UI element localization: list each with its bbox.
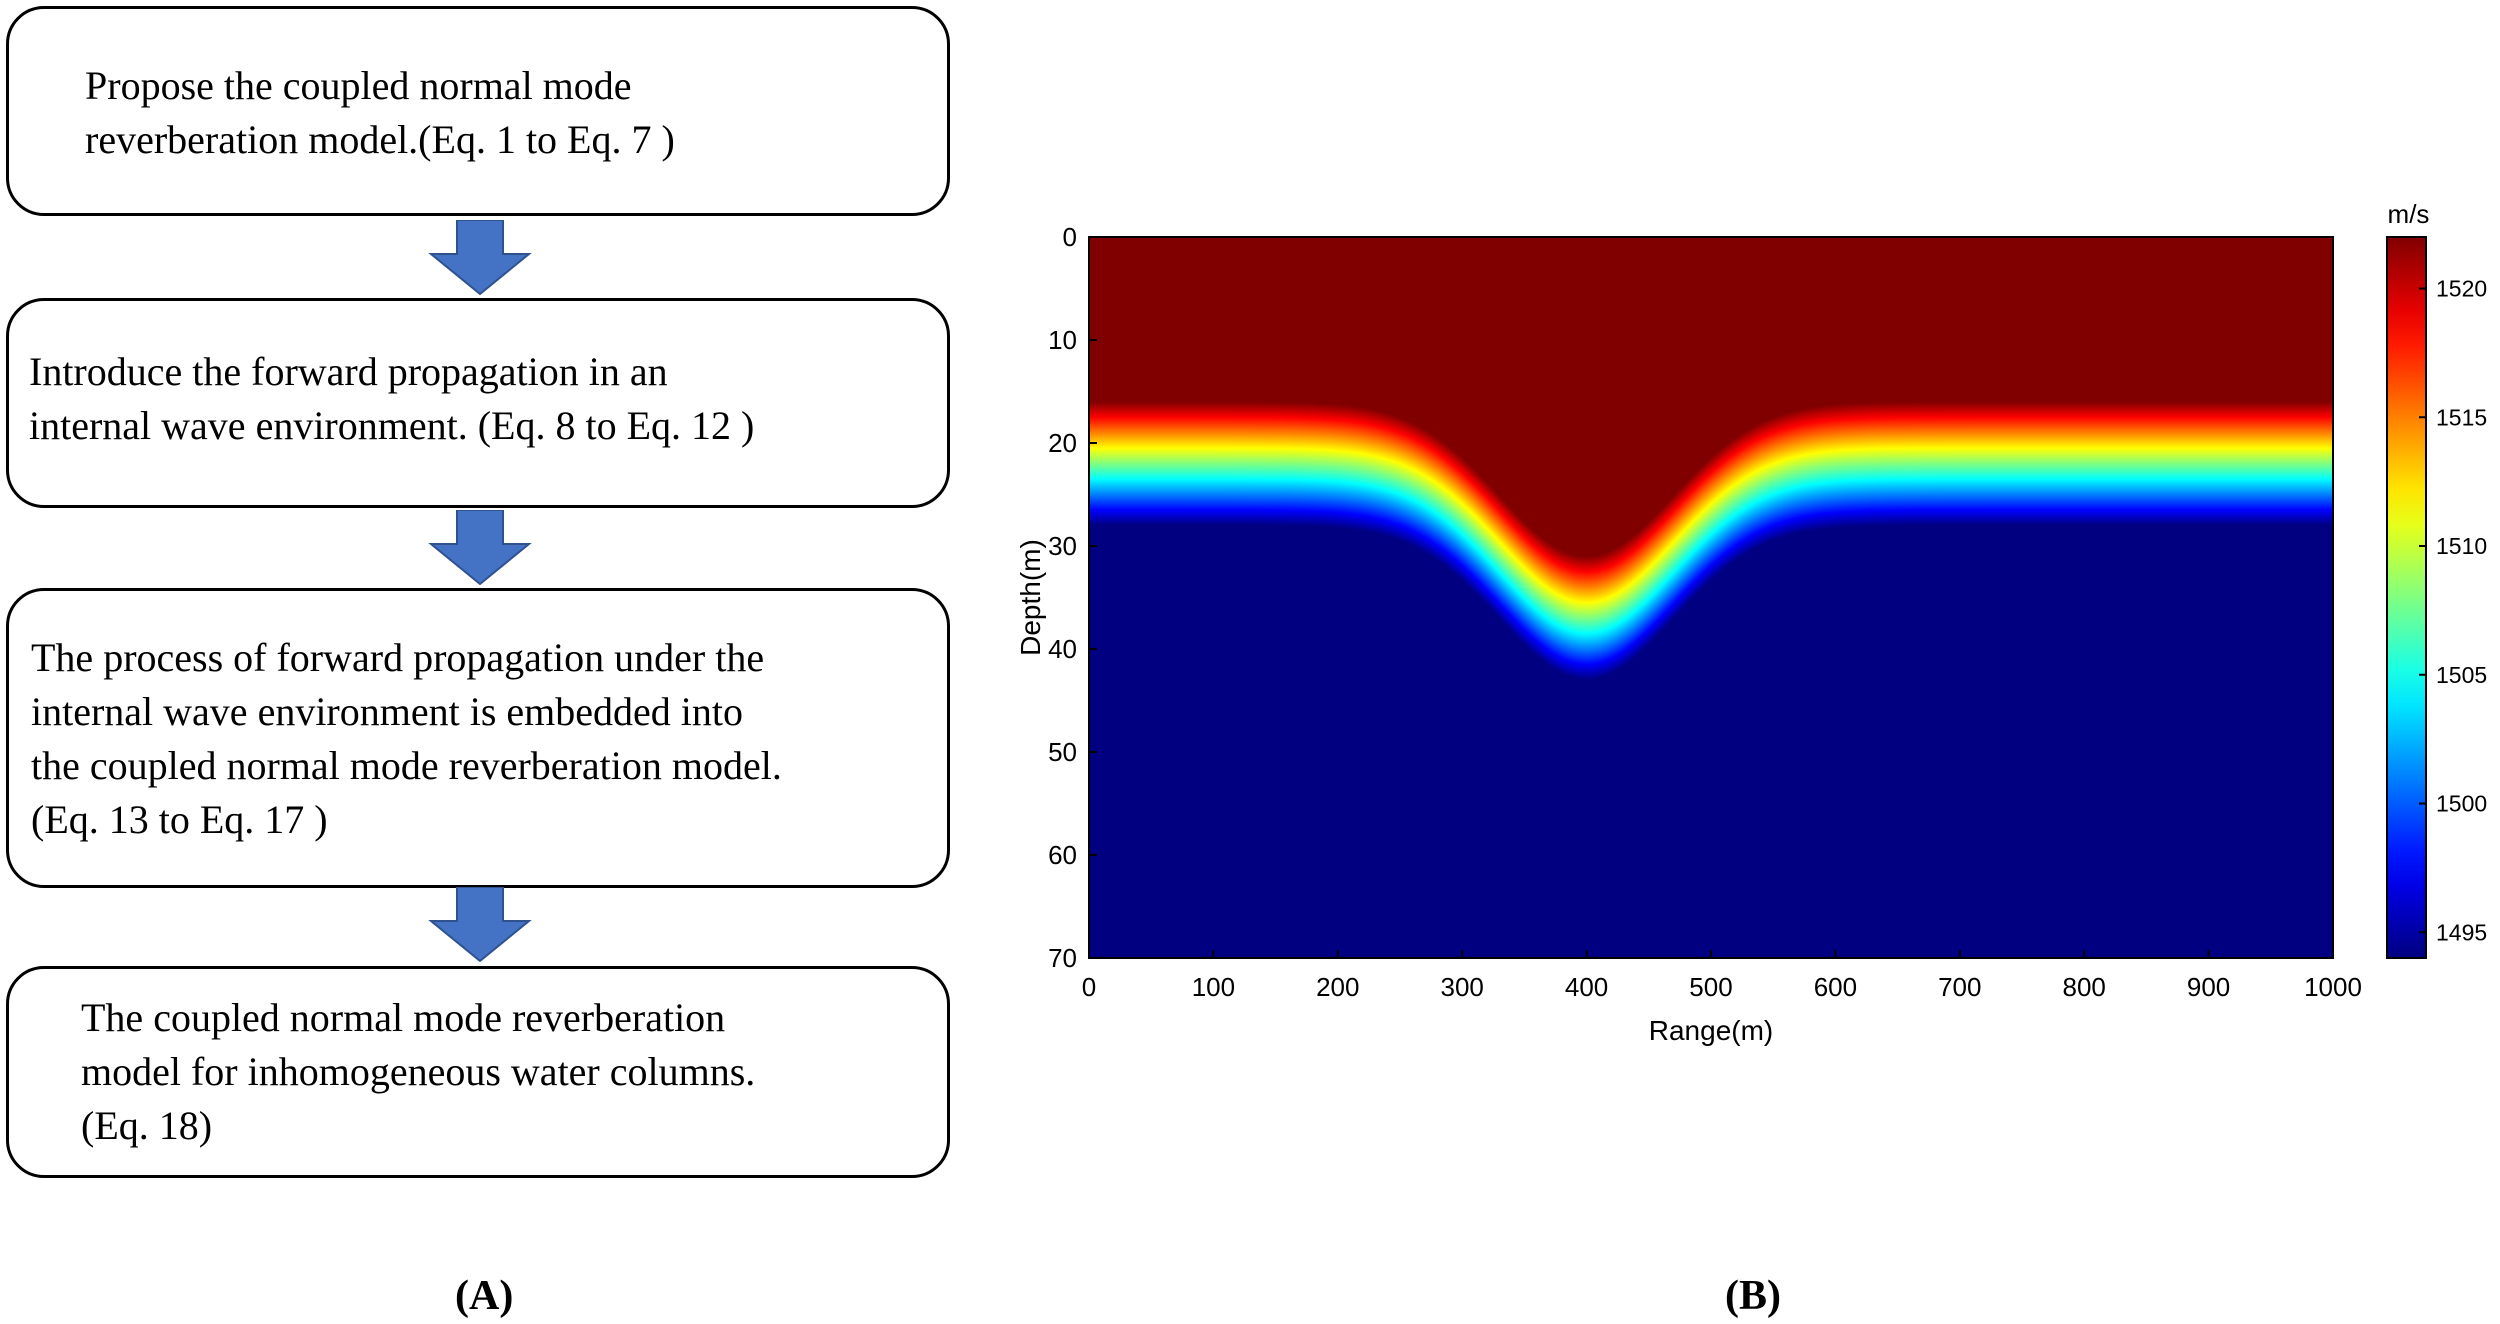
flow-step-4-line-1: The coupled normal mode reverberation — [81, 995, 726, 1040]
colorbar-ticks: 1495 1500 1505 1510 1515 1520 — [2419, 276, 2487, 945]
panel-b-label: (B) — [1725, 1273, 1781, 1319]
colorbar — [2386, 236, 2427, 959]
colorbar-tick-label: 1500 — [2436, 791, 2487, 817]
x-tick-label: 0 — [1082, 972, 1096, 1002]
flow-step-4: The coupled normal mode reverberation mo… — [6, 966, 950, 1178]
x-tick-label: 600 — [1814, 972, 1857, 1002]
colorbar-tick-label: 1505 — [2436, 662, 2487, 688]
flow-step-3-line-4: (Eq. 13 to Eq. 17 ) — [31, 797, 328, 842]
flow-step-3: The process of forward propagation under… — [6, 588, 950, 888]
flow-step-1-line-1: Propose the coupled normal mode — [85, 63, 632, 108]
heatmap-raster — [1089, 237, 2333, 958]
x-tick-label: 200 — [1316, 972, 1359, 1002]
colorbar-tick-label: 1515 — [2436, 404, 2487, 430]
y-axis-label: Depth(m) — [1015, 539, 1046, 656]
down-arrow-icon — [428, 220, 532, 296]
flow-step-1: Propose the coupled normal mode reverber… — [6, 6, 950, 216]
colorbar-tick-label: 1520 — [2436, 276, 2487, 302]
x-tick-label: 900 — [2187, 972, 2230, 1002]
flow-step-3-line-1: The process of forward propagation under… — [31, 635, 765, 680]
x-axis: 0 100 200 300 400 500 600 700 800 900 1000 — [1082, 950, 2362, 1002]
x-tick-label: 500 — [1689, 972, 1732, 1002]
colorbar-tick-label: 1510 — [2436, 533, 2487, 559]
flow-step-2-line-1: Introduce the forward propagation in an — [29, 349, 668, 394]
y-tick-label: 60 — [1048, 840, 1077, 870]
y-tick-label: 0 — [1063, 222, 1077, 252]
colorbar-tick-label: 1495 — [2436, 919, 2487, 945]
colorbar-unit: m/s — [2388, 199, 2430, 229]
flow-step-4-line-3: (Eq. 18) — [81, 1103, 213, 1148]
x-axis-label: Range(m) — [1649, 1015, 1773, 1046]
y-tick-label: 20 — [1048, 428, 1077, 458]
x-tick-label: 800 — [2063, 972, 2106, 1002]
down-arrow-icon — [428, 510, 532, 586]
y-tick-label: 10 — [1048, 325, 1077, 355]
y-tick-label: 70 — [1048, 943, 1077, 973]
panel-a-label: (A) — [455, 1273, 514, 1319]
x-tick-label: 400 — [1565, 972, 1608, 1002]
flow-step-2: Introduce the forward propagation in an … — [6, 298, 950, 508]
flow-step-2-line-2: internal wave environment. (Eq. 8 to Eq.… — [29, 403, 755, 448]
down-arrow-icon — [428, 887, 532, 963]
x-tick-label: 100 — [1192, 972, 1235, 1002]
y-tick-label: 50 — [1048, 737, 1077, 767]
flow-step-4-line-2: model for inhomogeneous water columns. — [81, 1049, 756, 1094]
x-tick-label: 700 — [1938, 972, 1981, 1002]
flow-step-3-line-2: internal wave environment is embedded in… — [31, 689, 744, 734]
y-tick-label: 40 — [1048, 634, 1077, 664]
y-tick-label: 30 — [1048, 531, 1077, 561]
x-tick-label: 300 — [1441, 972, 1484, 1002]
flow-step-3-line-3: the coupled normal mode reverberation mo… — [31, 743, 782, 788]
flow-step-1-line-2: reverberation model.(Eq. 1 to Eq. 7 ) — [85, 117, 675, 162]
x-tick-label: 1000 — [2304, 972, 2362, 1002]
heatmap-image — [1089, 237, 2333, 958]
y-axis: 0 10 20 30 40 50 60 70 — [1048, 222, 1097, 973]
